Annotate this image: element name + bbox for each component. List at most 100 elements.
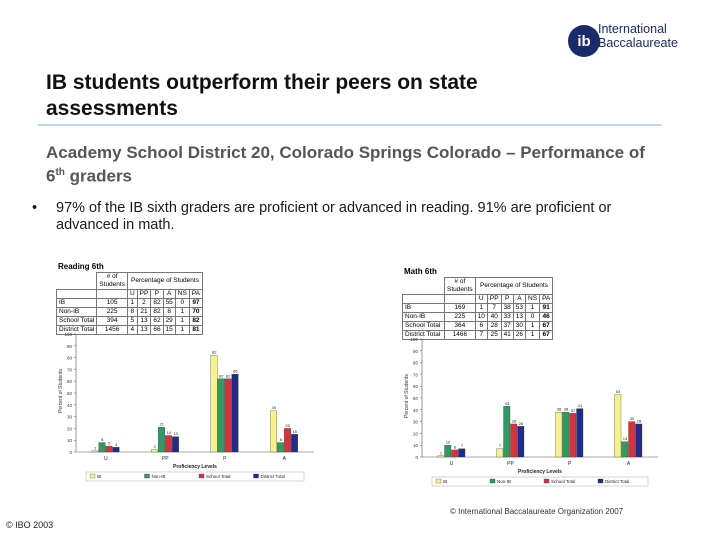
bar (496, 448, 504, 458)
x-tick-label: P (223, 456, 227, 462)
bullet-text: 97% of the IB sixth graders are proficie… (56, 200, 612, 233)
table-cell: 70 (188, 307, 204, 317)
x-tick-label: P (568, 461, 572, 467)
y-tick-label: 80 (413, 361, 419, 366)
x-tick-label: PP (507, 461, 514, 467)
math-col-header: P (500, 294, 514, 304)
bar-value-label: 13 (623, 436, 628, 441)
bar (270, 410, 277, 453)
table-row: Non-IB 225 10 40 33 13 0 46 (402, 312, 554, 322)
table-cell: 2 (136, 298, 152, 308)
legend-label: District Total (605, 479, 629, 484)
table-cell: 26 (512, 330, 527, 340)
table-cell: 7 (486, 303, 502, 313)
y-tick-label: 30 (413, 420, 419, 425)
table-cell: 82 (188, 316, 204, 326)
bar-value-label: 41 (578, 403, 583, 408)
footer-copyright: © IBO 2003 (6, 520, 54, 530)
bar (510, 423, 518, 458)
bar-value-label: 2 (154, 444, 157, 449)
bar-value-label: 26 (519, 421, 524, 426)
title-divider (38, 124, 662, 126)
legend-swatch (144, 473, 150, 479)
y-tick-label: 20 (413, 431, 419, 436)
table-cell: 10 (474, 312, 488, 322)
table-cell: 1 (126, 298, 138, 308)
legend-label: School Total (551, 479, 575, 484)
table-cell: 1 (525, 303, 541, 313)
legend-label: School Total (206, 474, 230, 479)
table-cell: 67 (539, 321, 554, 331)
y-tick-label: 10 (413, 443, 419, 448)
math-panel: Math 6th # of Students Percentage of Stu… (400, 265, 668, 501)
bar (635, 423, 643, 458)
reading-table: # of Students Percentage of Students U PP… (55, 272, 204, 335)
y-tick-label: 90 (413, 349, 419, 354)
legend-label: IB (97, 474, 101, 479)
legend-label: IB (443, 479, 447, 484)
y-axis-label: Percent of Students (58, 369, 64, 413)
bar-value-label: 20 (286, 423, 291, 428)
table-row: IB 105 1 2 82 55 0 97 (55, 298, 204, 308)
row-label: Non-IB (402, 312, 445, 322)
table-cell: 1 (174, 316, 190, 326)
math-col-spacer (444, 294, 476, 304)
table-row: School Total 394 5 13 62 29 1 82 (55, 316, 204, 326)
table-cell: 0 (174, 298, 190, 308)
y-tick-label: 0 (69, 450, 72, 455)
table-cell: 28 (486, 321, 502, 331)
math-col-spacer (402, 294, 445, 304)
y-tick-label: 20 (67, 426, 73, 431)
bar-value-label: 62 (226, 373, 231, 378)
bar-value-label: 8 (101, 437, 104, 442)
table-cell: 6 (474, 321, 488, 331)
bar-value-label: 1 (440, 450, 443, 455)
reading-table-body: IB 105 1 2 82 55 0 97 Non-IB 225 8 21 82 8 1 70 School T… (55, 298, 204, 335)
bar (628, 421, 636, 458)
legend-swatch (489, 478, 496, 484)
bar (437, 455, 445, 458)
bar (569, 413, 577, 458)
reading-col-header: NS (174, 289, 190, 299)
bar-value-label: 35 (272, 405, 277, 410)
bar-value-label: 28 (512, 418, 517, 423)
legend-swatch (89, 473, 96, 479)
table-row: School Total 364 6 28 37 30 1 67 (402, 321, 554, 331)
table-cell: 105 (96, 298, 128, 308)
bar (165, 435, 172, 453)
table-cell: 0 (525, 312, 541, 322)
reading-col-header: PP (136, 289, 152, 299)
bar-value-label: 53 (616, 389, 621, 394)
bar (444, 445, 452, 458)
y-tick-label: 40 (67, 403, 73, 408)
math-column-row: U PP P A NS PA (402, 294, 554, 304)
reading-col-header: PA (188, 289, 204, 299)
table-cell: 8 (162, 307, 176, 317)
x-tick-label: A (627, 461, 631, 467)
row-label: District Total (402, 330, 445, 340)
row-label: School Total (55, 316, 98, 326)
legend-swatch (253, 473, 259, 479)
reading-col-header: U (126, 289, 138, 299)
table-cell: 82 (150, 298, 164, 308)
table-cell: 364 (444, 321, 476, 331)
slide-title: IB students outperform their peers on st… (46, 71, 478, 120)
bar-value-label: 37 (571, 408, 576, 413)
math-col-header: U (474, 294, 488, 304)
table-cell: 225 (96, 307, 128, 317)
reading-col-header: A (162, 289, 176, 299)
y-axis-label: Percent of Students (404, 374, 410, 418)
legend-box (85, 471, 305, 482)
math-count-header: # of Students (444, 277, 476, 295)
table-cell: 394 (96, 316, 128, 326)
y-tick-label: 70 (67, 367, 73, 372)
bar (458, 448, 466, 458)
bar-value-label: 21 (160, 422, 165, 427)
bar-value-label: 1 (94, 445, 97, 450)
table-cell: 7 (474, 330, 488, 340)
legend-label: Non-IB (497, 479, 511, 484)
bar-value-label: 7 (461, 443, 464, 448)
bar-value-label: 7 (499, 443, 502, 448)
bar-value-label: 38 (564, 407, 569, 412)
y-tick-label: 10 (67, 438, 73, 443)
